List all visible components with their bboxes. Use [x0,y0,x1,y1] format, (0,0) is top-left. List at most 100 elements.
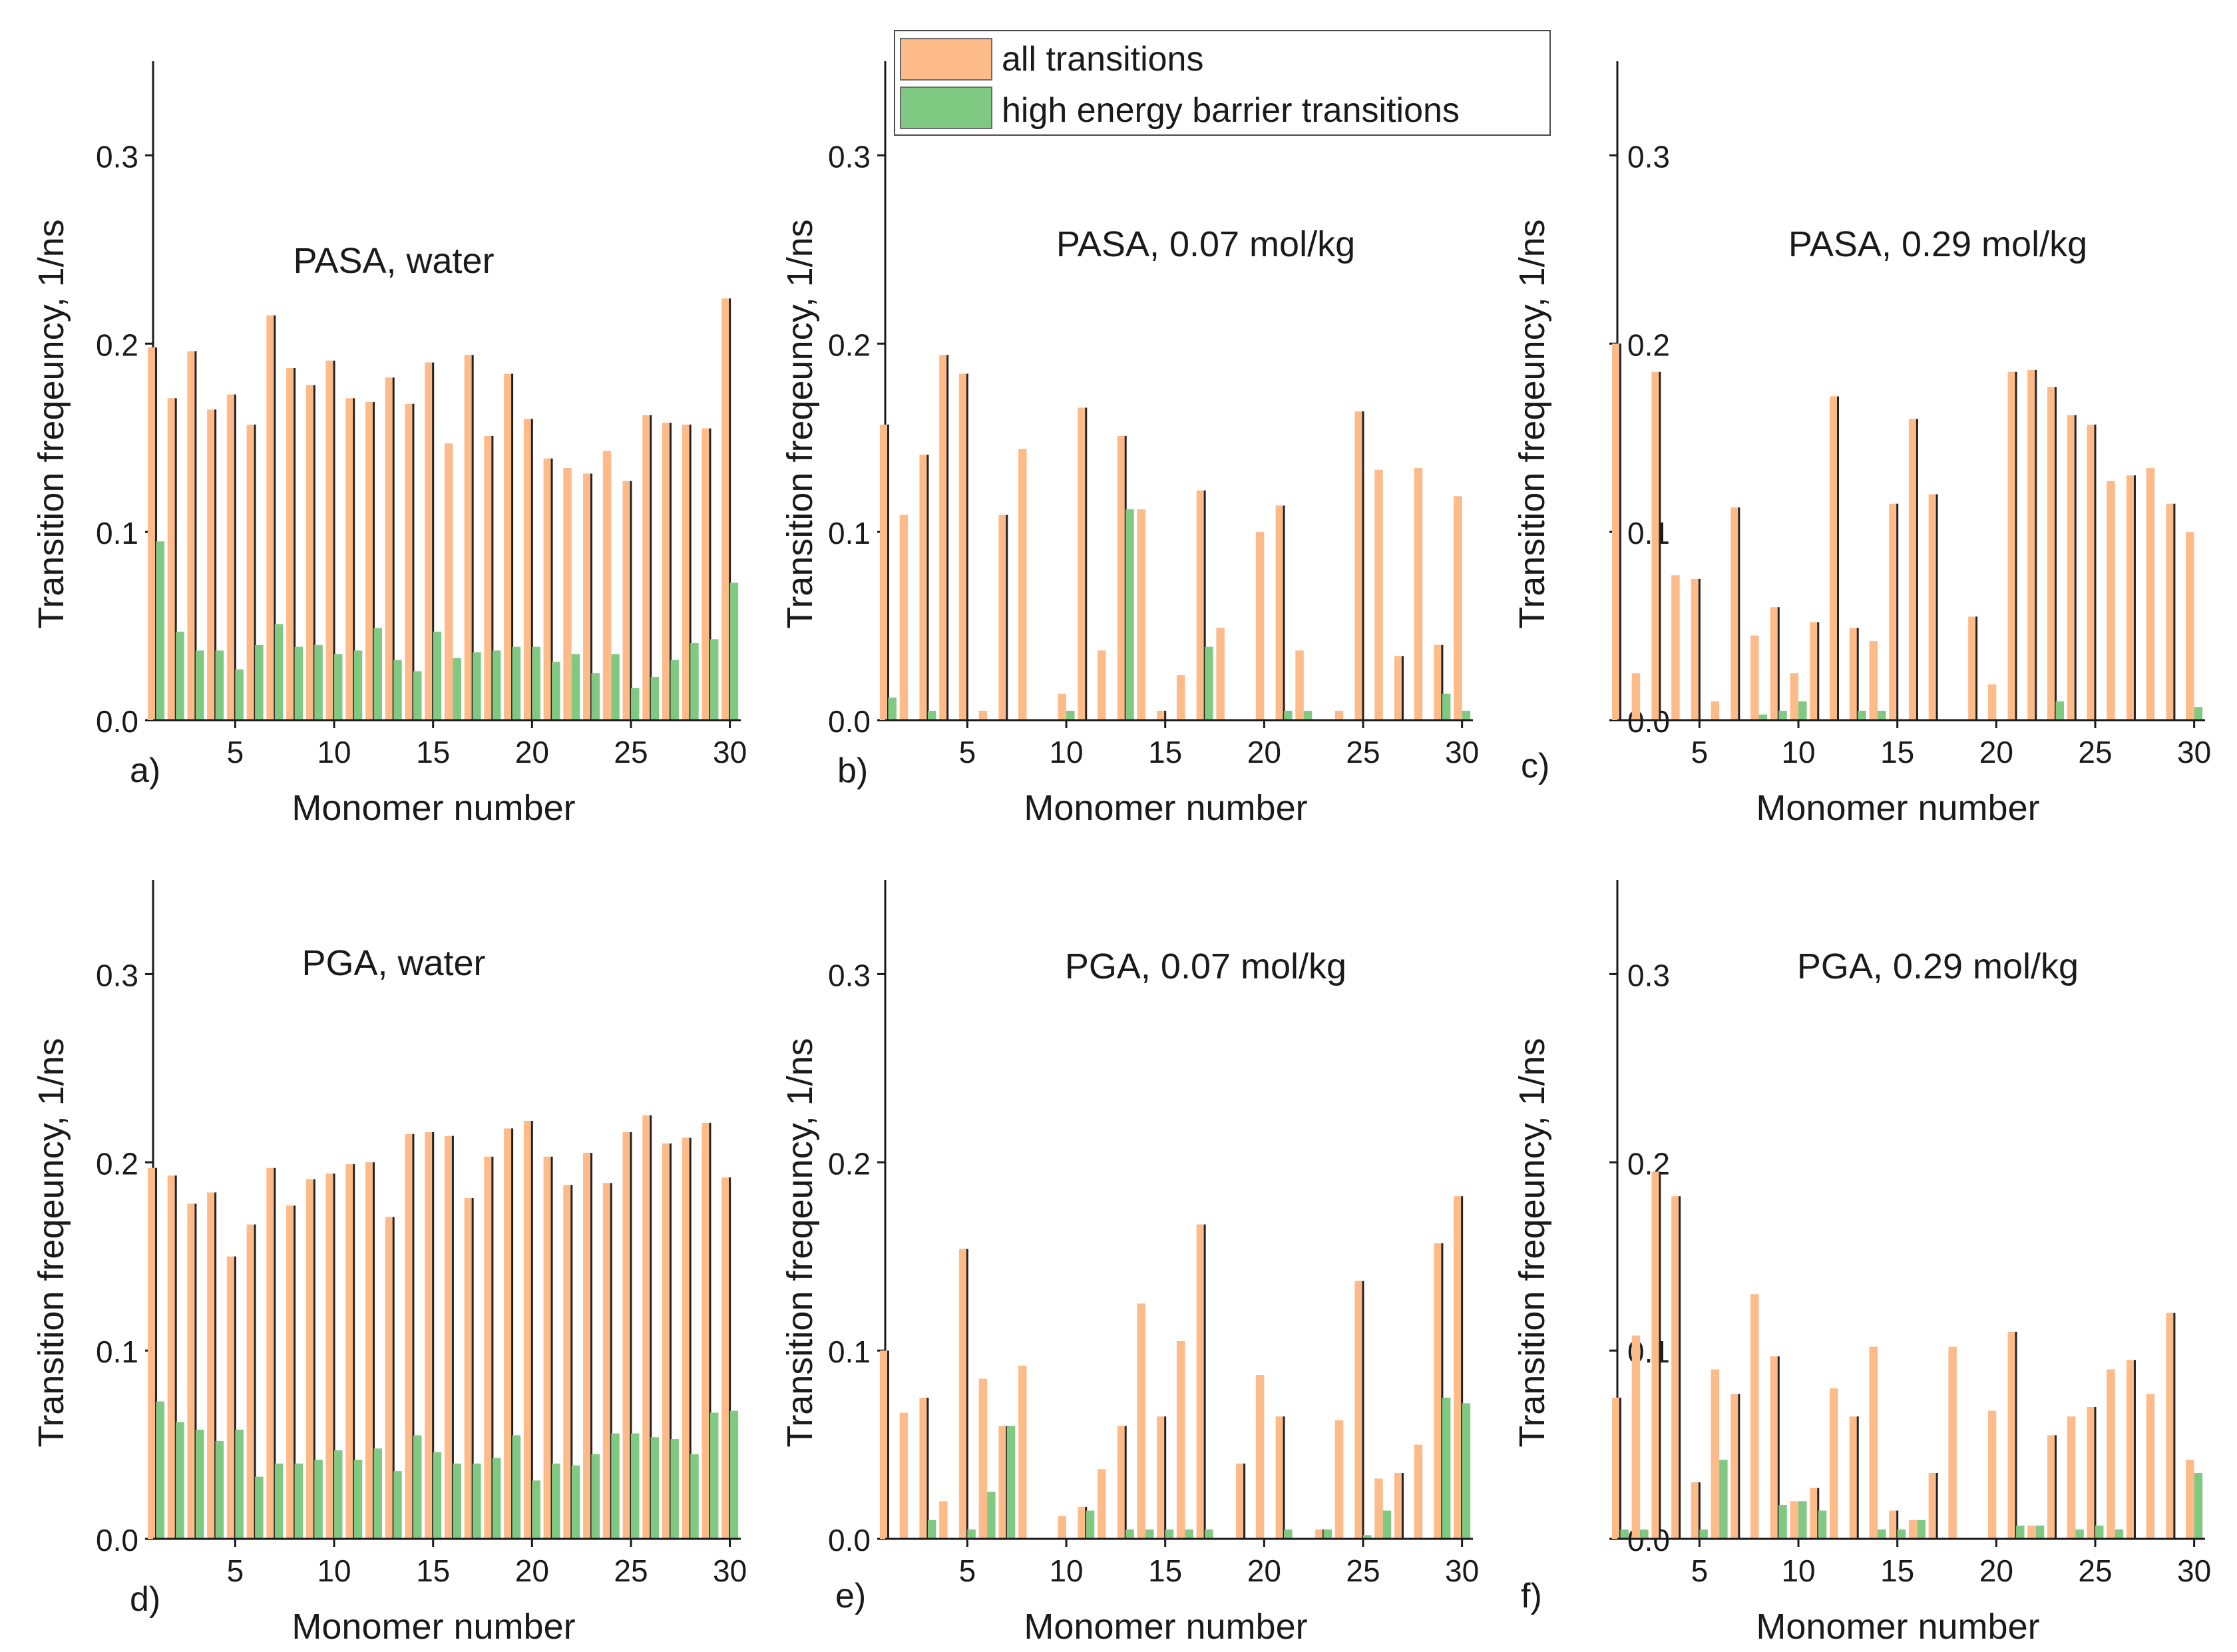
bar-all-transitions [405,1134,413,1539]
bar-all-transitions [1730,507,1739,720]
x-tick-label: 5 [227,1553,244,1588]
bar-all-transitions [1711,701,1720,720]
bar-all-transitions [2107,481,2115,720]
bar-high-energy-transitions [591,673,600,720]
panel-e: 0.0 0.1 0.2 0.3 5 10 15 20 25 30 PGA, 0.07 mol/kg M… [780,880,1479,1647]
bar-high-energy-transitions [1006,1426,1016,1539]
bar-high-energy-transitions [670,660,679,720]
x-tick-label: 10 [317,1553,351,1588]
bar-all-transitions [1849,628,1858,720]
x-tick-label: 5 [227,735,244,769]
bar-high-energy-transitions [235,1429,244,1539]
y-axis-label: Transition freqeuncy, 1/ns [1512,219,1552,628]
bar-high-energy-transitions [353,1460,363,1539]
bar-all-transitions [1651,371,1660,720]
x-tick-label: 15 [1148,1553,1182,1588]
bar-high-energy-transitions [630,1433,640,1539]
bar-high-energy-transitions [690,643,699,720]
bar-high-energy-transitions [2194,1473,2203,1539]
bar-all-transitions [1058,694,1067,720]
bar-high-energy-transitions [1323,1529,1332,1539]
bar-high-energy-transitions [255,644,264,720]
y-tick-label: 0.0 [96,704,138,739]
bar-high-energy-transitions [373,1448,382,1539]
bar-all-transitions [325,1173,335,1539]
bar-high-energy-transitions [571,654,580,720]
y-tick-label: 0.3 [96,139,138,174]
panel-title: PGA, 0.07 mol/kg [1065,946,1346,986]
bar-high-energy-transitions [1818,1510,1827,1539]
x-tick-label: 15 [1880,735,1914,769]
bar-all-transitions [187,351,196,720]
bar-all-transitions [702,1122,710,1539]
bar-high-energy-transitions [453,658,461,720]
bar-high-energy-transitions [294,1463,304,1539]
bar-all-transitions [1908,419,1918,720]
bar-all-transitions [444,1136,453,1539]
bar-high-energy-transitions [492,1458,501,1539]
bar-high-energy-transitions [1877,1529,1886,1539]
bar-all-transitions [1078,407,1086,720]
bar-high-energy-transitions [927,1520,936,1539]
x-tick-label: 5 [959,1553,976,1588]
x-axis-label: Monomer number [1756,1607,2039,1647]
bar-all-transitions [939,355,948,720]
x-tick-label: 10 [1781,1553,1815,1588]
bar-all-transitions [1098,650,1106,720]
bar-all-transitions [1770,607,1779,720]
y-tick-label: 0.0 [96,1523,138,1557]
bar-high-energy-transitions [2115,1529,2124,1539]
y-axis-label: Transition freqeuncy, 1/ns [31,1038,71,1447]
x-tick-label: 30 [1445,735,1479,769]
bar-high-energy-transitions [1205,1529,1213,1539]
bar-all-transitions [702,428,710,720]
x-tick-label: 20 [1247,1553,1281,1588]
bar-all-transitions [1098,1469,1106,1539]
y-tick-label: 0.2 [828,1146,871,1181]
y-axis-label: Transition freqeuncy, 1/ns [780,1038,820,1447]
bar-all-transitions [682,1137,691,1539]
x-tick-label: 20 [1979,735,2013,769]
bar-all-transitions [464,1198,473,1539]
bar-all-transitions [286,368,295,720]
x-tick-label: 30 [2177,1553,2211,1588]
x-tick-label: 10 [317,735,351,769]
bar-all-transitions [543,1156,552,1539]
bar-high-energy-transitions [373,628,382,720]
x-axis-label: Monomer number [292,1607,575,1647]
bar-all-transitions [1454,496,1462,720]
y-tick-label: 0.1 [96,516,138,550]
bar-high-energy-transitions [235,669,244,720]
bar-all-transitions [1434,644,1442,720]
bar-high-energy-transitions [294,646,304,720]
x-tick-label: 25 [2078,1553,2112,1588]
bar-high-energy-transitions [1640,1529,1649,1539]
bar-all-transitions [266,1167,275,1539]
y-tick-label: 0.1 [1627,516,1670,550]
bar-all-transitions [642,1115,651,1539]
bar-high-energy-transitions [710,1412,719,1539]
x-axis-label: Monomer number [1756,788,2039,828]
x-tick-label: 20 [1247,735,1281,769]
bar-high-energy-transitions [2055,701,2065,720]
bar-high-energy-transitions [473,652,481,720]
x-tick-label: 20 [515,1553,549,1588]
bar-all-transitions [1810,1488,1818,1539]
bar-all-transitions [425,1132,433,1539]
bar-high-energy-transitions [1145,1529,1154,1539]
bar-all-transitions [2186,1460,2194,1539]
x-axis-label: Monomer number [292,788,575,828]
bar-high-energy-transitions [611,1433,620,1539]
x-tick-label: 5 [959,735,976,769]
x-tick-label: 30 [2177,735,2211,769]
bar-all-transitions [1454,1196,1462,1539]
bar-all-transitions [2087,1407,2095,1539]
chart-panels: 0.0 0.1 0.2 0.3 5 10 15 20 25 30 PASA, water Monome… [31,61,2211,1647]
bar-all-transitions [721,1177,730,1539]
y-tick-label: 0.1 [828,516,871,550]
y-tick-label: 0.2 [96,1146,138,1181]
bar-high-energy-transitions [1125,1529,1134,1539]
bar-high-energy-transitions [987,1492,996,1539]
